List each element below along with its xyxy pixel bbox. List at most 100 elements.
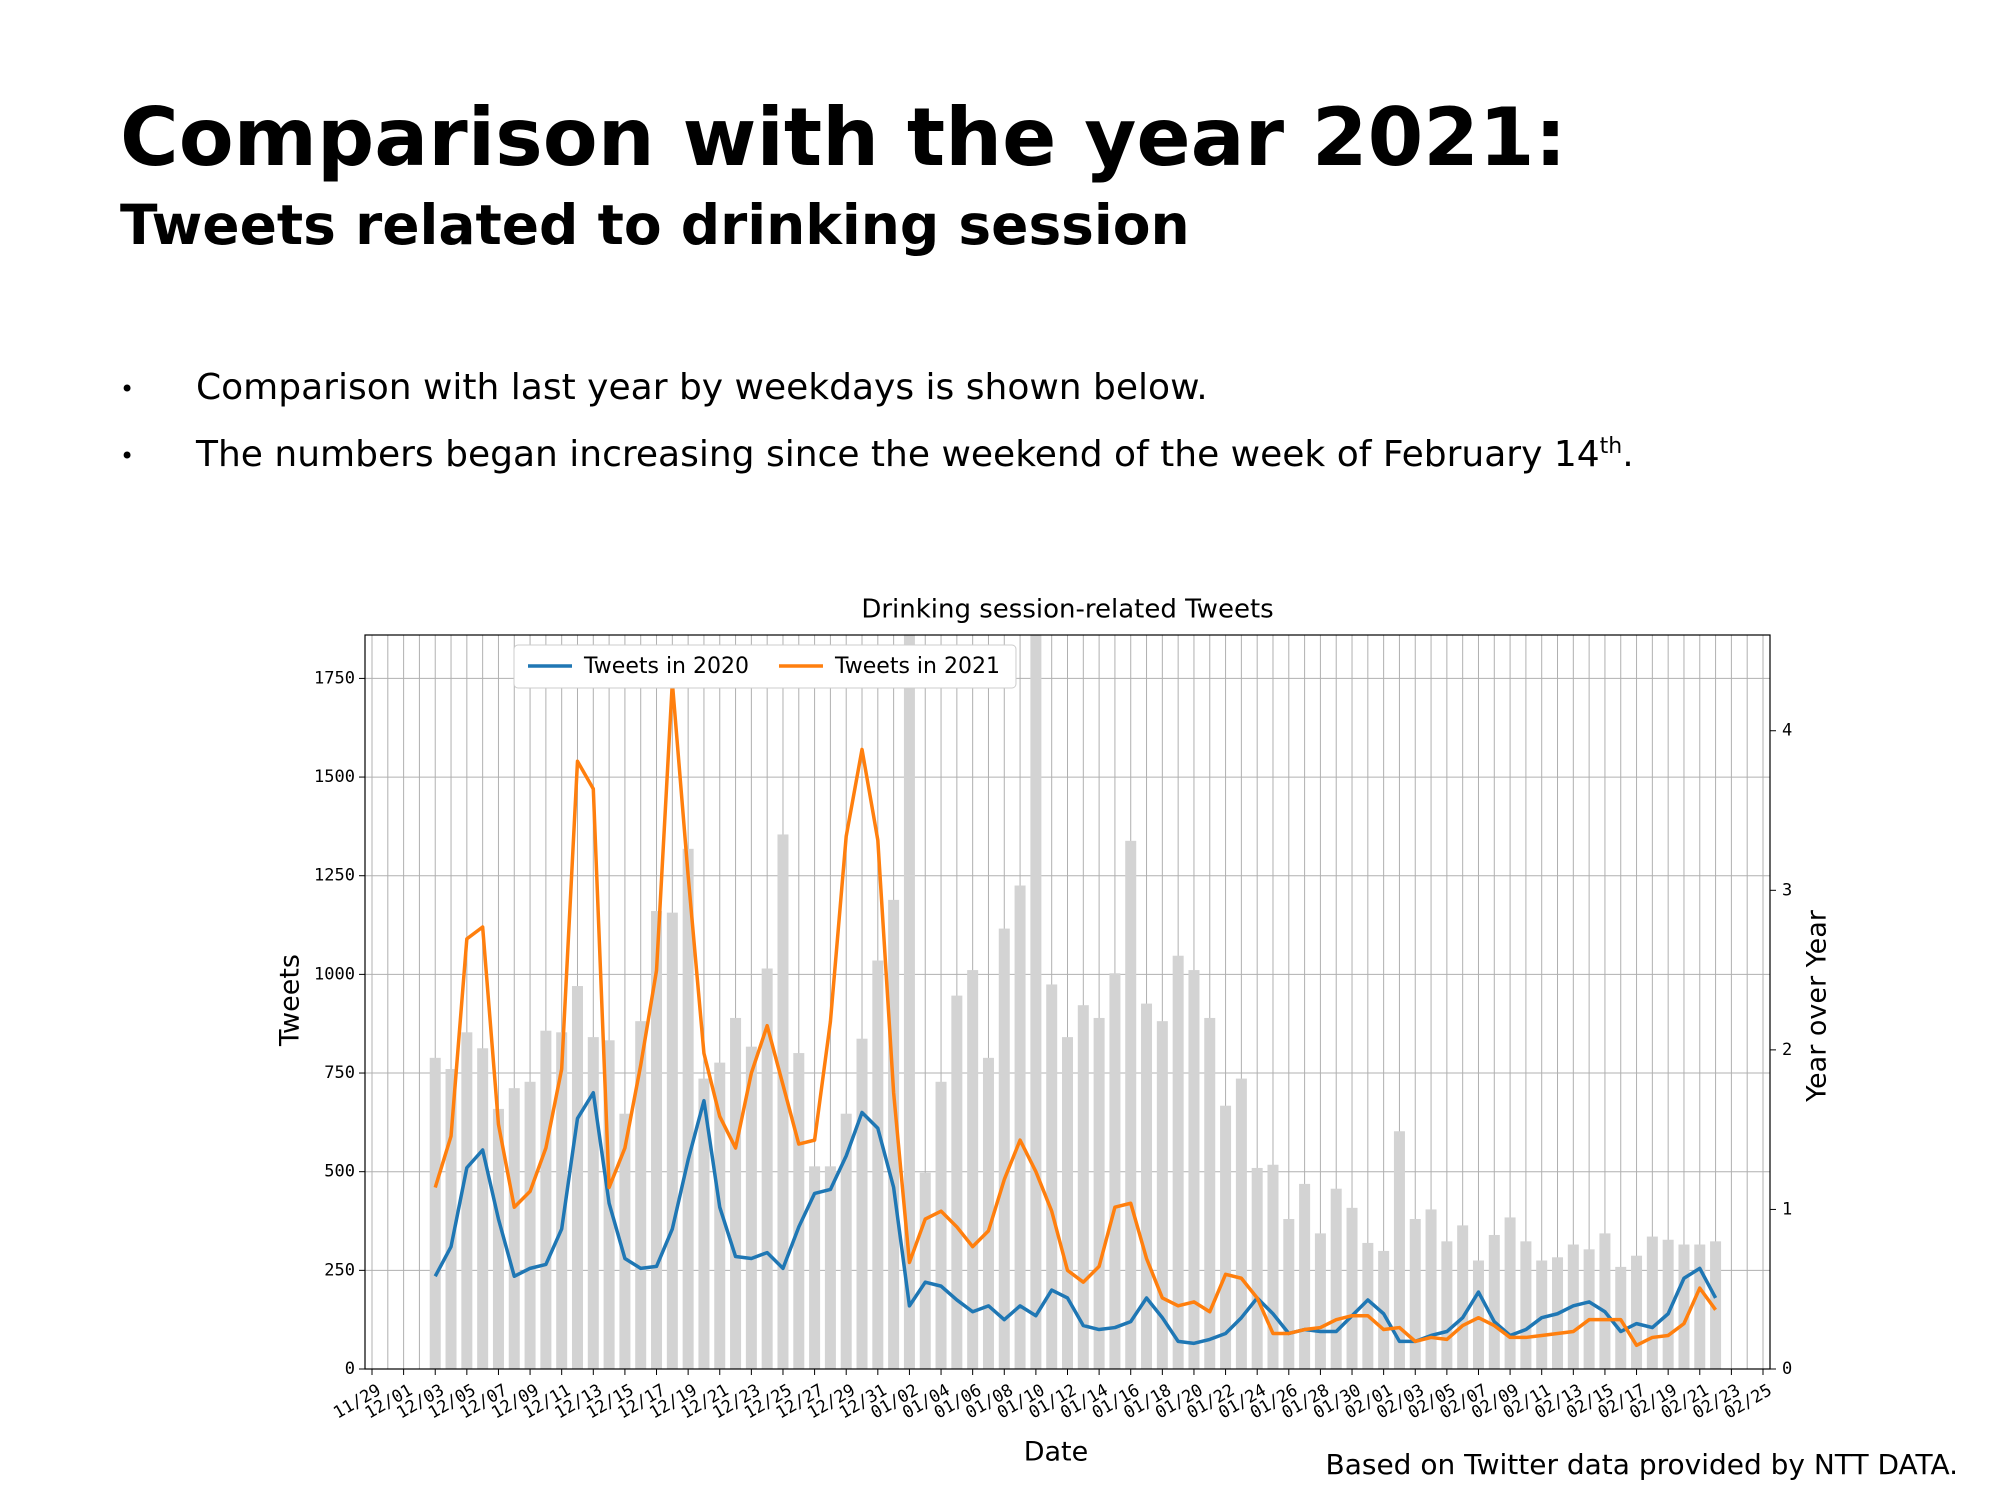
bar (1520, 1241, 1532, 1369)
bar (1393, 1131, 1405, 1369)
bar (1235, 1078, 1247, 1369)
bar (571, 986, 583, 1369)
bar (1077, 1005, 1089, 1369)
y-tick-label: 0 (345, 1359, 355, 1379)
bar (888, 899, 900, 1369)
bar (698, 1078, 710, 1369)
y-axis-label: Tweets (275, 954, 306, 1047)
bar (714, 1062, 726, 1369)
bar (872, 960, 884, 1369)
bar (1062, 1037, 1073, 1369)
bar (1299, 1183, 1311, 1369)
bar (903, 635, 915, 1369)
bar (524, 1081, 536, 1369)
bar (1425, 1209, 1437, 1369)
bar (856, 1038, 868, 1369)
bar (635, 1021, 647, 1369)
y-tick-label: 1000 (314, 964, 355, 984)
bar (745, 1046, 757, 1369)
superscript: th (1599, 434, 1623, 459)
bar (1646, 1236, 1658, 1369)
bar (1330, 1188, 1342, 1369)
bar (445, 1069, 457, 1369)
bullet-text: Comparison with last year by weekdays is… (196, 367, 1208, 408)
bar (1283, 1219, 1295, 1369)
bar (951, 995, 963, 1369)
bar (666, 912, 678, 1369)
bar (1536, 1260, 1548, 1369)
bar (1662, 1239, 1674, 1369)
y-tick-label: 1750 (314, 668, 355, 688)
bar (1694, 1244, 1706, 1369)
bar (1710, 1241, 1722, 1369)
labels: 11/2912/0112/0312/0512/0712/0912/1112/13… (275, 595, 1833, 1468)
bar (1141, 1003, 1153, 1369)
y-tick-label: 750 (324, 1063, 355, 1083)
bar (919, 1172, 931, 1369)
bar (651, 911, 663, 1369)
y-tick-label: 1250 (314, 866, 355, 886)
bar (508, 1088, 520, 1369)
line-series (433, 1091, 1718, 1346)
bar (982, 1057, 994, 1369)
y-tick-label: 250 (324, 1260, 355, 1280)
x-axis-label: Date (1024, 1437, 1089, 1468)
bar (1093, 1017, 1105, 1369)
bullet-text: The numbers began increasing since the w… (196, 434, 1600, 475)
lines (433, 680, 1718, 1348)
legend-box (513, 644, 1017, 689)
bar (1504, 1217, 1516, 1369)
bar (1457, 1225, 1469, 1369)
bar (1125, 840, 1137, 1369)
bar (1046, 984, 1058, 1369)
y2-tick-label: 3 (1782, 880, 1792, 900)
bar (840, 1113, 852, 1369)
bar (477, 1048, 489, 1369)
bar (1188, 970, 1200, 1369)
bar (1267, 1164, 1279, 1369)
bar (619, 1113, 631, 1369)
bars (429, 635, 1722, 1369)
bar (461, 1032, 473, 1369)
bar (1014, 885, 1026, 1369)
bar (809, 1166, 821, 1369)
bar (1678, 1244, 1690, 1369)
slide-subtitle: Tweets related to drinking session (120, 193, 1190, 257)
bar (1599, 1233, 1611, 1369)
bar (1314, 1233, 1326, 1369)
bar (556, 1032, 568, 1369)
bar (1251, 1167, 1263, 1369)
bar (492, 1108, 504, 1369)
legend-label: Tweets in 2020 (583, 654, 749, 679)
bar (730, 1017, 742, 1369)
y2-tick-label: 0 (1782, 1359, 1792, 1379)
y-tick-label: 1500 (314, 767, 355, 787)
bar (587, 1037, 599, 1369)
bar (429, 1057, 441, 1369)
bar (1346, 1207, 1358, 1369)
y-tick-label: 500 (324, 1162, 355, 1182)
bar (793, 1053, 805, 1369)
bar (1362, 1242, 1374, 1369)
bar (1156, 1021, 1168, 1369)
slide-title: Comparison with the year 2021: (120, 91, 1567, 184)
chart-title: Drinking session-related Tweets (861, 595, 1273, 625)
y2-tick-label: 2 (1782, 1040, 1792, 1060)
bullet: • Comparison with last year by weekdays i… (120, 367, 1208, 408)
footnote: Based on Twitter data provided by NTT DA… (1325, 1448, 1958, 1481)
bar (682, 848, 694, 1369)
bullet: • The numbers began increasing since the … (120, 434, 1634, 475)
bar (540, 1030, 552, 1369)
bar (761, 968, 773, 1369)
bar (1378, 1250, 1390, 1369)
legend-label: Tweets in 2021 (834, 654, 1000, 679)
bar (1109, 973, 1121, 1369)
bar (1488, 1234, 1500, 1369)
bullet-text: . (1622, 434, 1634, 475)
bar (824, 1166, 836, 1369)
y2-axis-label: Year over Year (1802, 909, 1833, 1103)
bar (935, 1081, 947, 1369)
bar (1204, 1017, 1216, 1369)
